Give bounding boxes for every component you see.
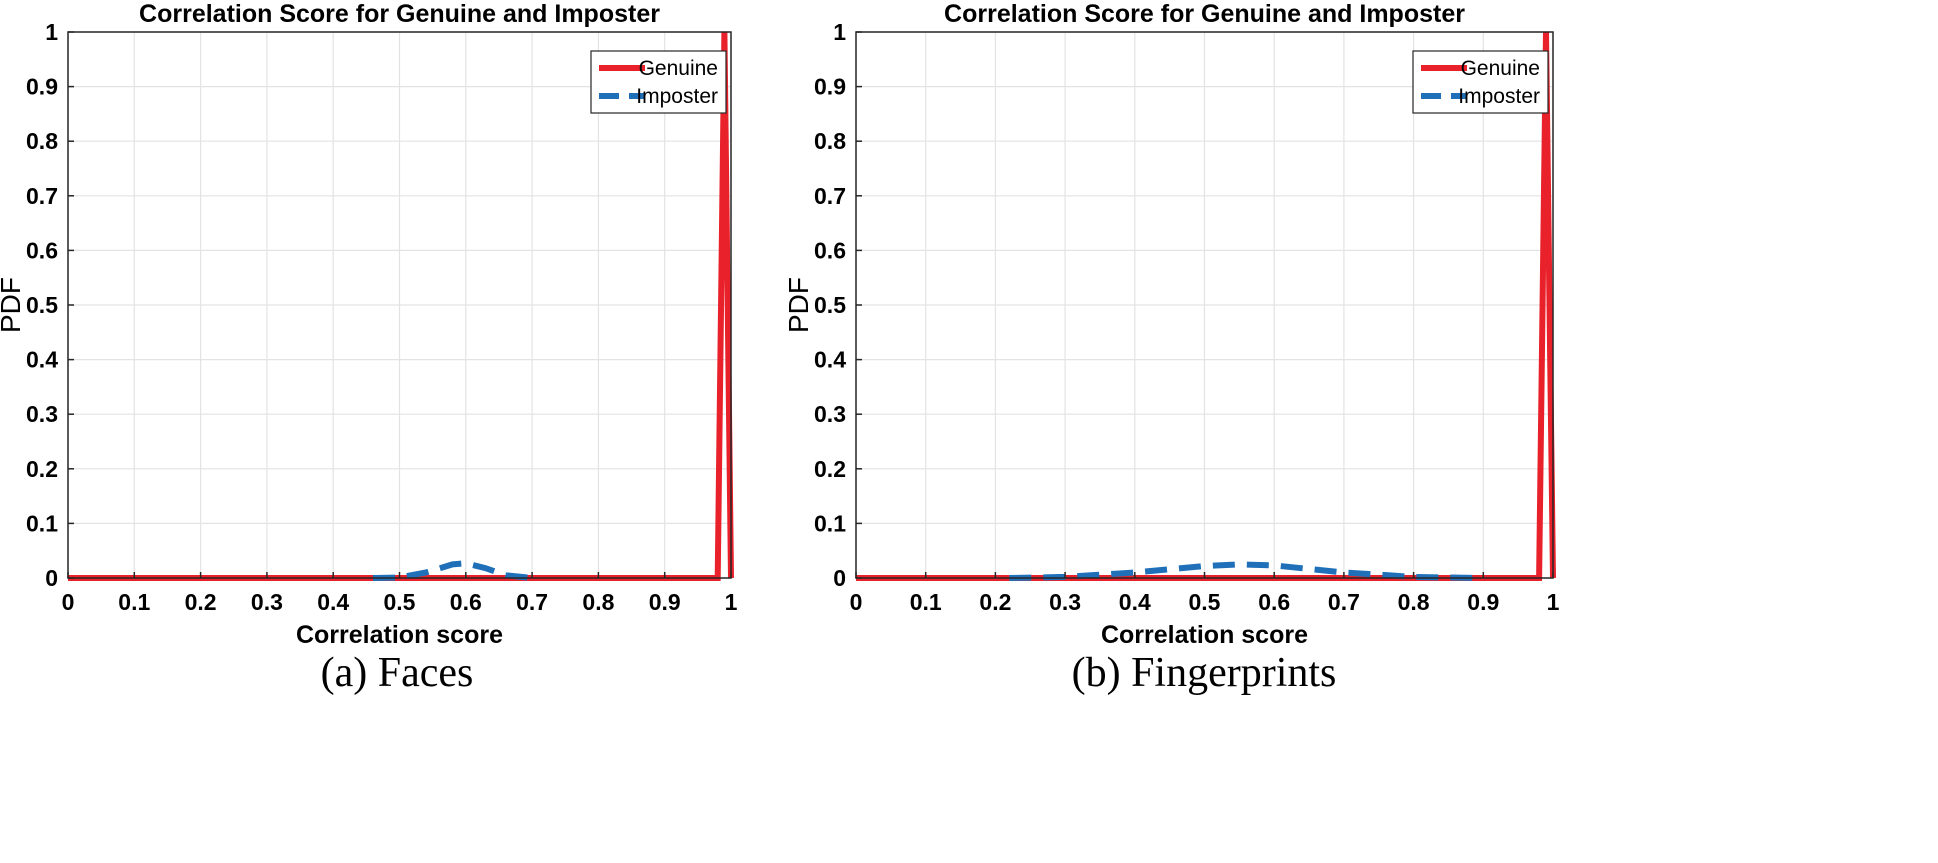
figure-caption: (b) Fingerprints [1072,650,1337,696]
y-tick-label: 0.7 [26,183,58,209]
y-axis-label: PDF [783,277,814,333]
y-tick-label: 0.4 [26,347,58,373]
y-tick-label: 1 [45,19,58,45]
legend-label-imposter: Imposter [636,85,718,108]
legend-label-genuine: Genuine [1461,57,1540,80]
y-tick-label: 0.6 [26,237,58,263]
x-tick-label: 0.6 [450,589,482,615]
y-tick-label: 0.5 [814,292,846,318]
x-tick-label: 0.3 [251,589,283,615]
y-tick-label: 0 [833,565,846,591]
figure-caption: (a) Faces [321,650,474,696]
x-tick-label: 0.6 [1258,589,1290,615]
x-axis-label: Correlation score [296,621,503,649]
x-tick-label: 0.5 [1189,589,1221,615]
x-tick-label: 0.7 [1328,589,1360,615]
x-tick-label: 0.9 [1467,589,1499,615]
y-tick-label: 0.8 [814,128,846,154]
x-tick-label: 0.1 [118,589,150,615]
chart-title: Correlation Score for Genuine and Impost… [139,0,660,28]
y-tick-label: 0.9 [26,74,58,100]
y-tick-label: 0.1 [814,510,846,536]
y-tick-label: 0.9 [814,74,846,100]
x-tick-label: 0.5 [384,589,416,615]
x-tick-label: 0.9 [649,589,681,615]
x-tick-label: 0.8 [582,589,614,615]
x-tick-label: 0.7 [516,589,548,615]
legend-label-imposter: Imposter [1458,85,1540,108]
y-tick-label: 0.7 [814,183,846,209]
y-tick-label: 0.4 [814,347,846,373]
x-tick-label: 0.4 [1119,589,1151,615]
chart-title: Correlation Score for Genuine and Impost… [944,0,1465,28]
legend: Genuine Imposter [1412,50,1549,114]
series-line-imposter [372,560,533,581]
x-tick-label: 0 [62,589,75,615]
legend: Genuine Imposter [590,50,727,114]
y-tick-label: 0.6 [814,237,846,263]
x-tick-label: 0 [850,589,863,615]
y-tick-label: 0.2 [814,456,846,482]
x-tick-label: 0.2 [185,589,217,615]
y-tick-label: 0.8 [26,128,58,154]
y-tick-label: 0.1 [26,510,58,536]
x-tick-label: 0.1 [910,589,942,615]
x-tick-label: 0.3 [1049,589,1081,615]
y-tick-label: 0 [45,565,58,591]
y-axis-label: PDF [0,277,26,333]
x-tick-label: 0.2 [979,589,1011,615]
series-line-imposter [1009,561,1477,581]
x-tick-label: 1 [725,589,738,615]
y-tick-label: 0.2 [26,456,58,482]
y-tick-label: 1 [833,19,846,45]
legend-box [590,50,727,114]
y-tick-label: 0.5 [26,292,58,318]
chart-panel-fingerprints: 0 0.1 0.2 0.3 0.4 0.5 0.6 0.7 0.8 0.9 1 0 0.1 0.2 0.3 0… [783,0,1560,696]
x-tick-label: 0.4 [317,589,349,615]
legend-box [1412,50,1549,114]
legend-label-genuine: Genuine [639,57,718,80]
y-tick-label: 0.3 [26,401,58,427]
chart-panel-faces: 0 0.1 0.2 0.3 0.4 0.5 0.6 0.7 0.8 0.9 1 0 0.1 0.2 0.3 0… [0,0,738,696]
y-tick-label: 0.3 [814,401,846,427]
x-tick-label: 0.8 [1398,589,1430,615]
x-tick-label: 1 [1547,589,1560,615]
x-axis-label: Correlation score [1101,621,1308,649]
